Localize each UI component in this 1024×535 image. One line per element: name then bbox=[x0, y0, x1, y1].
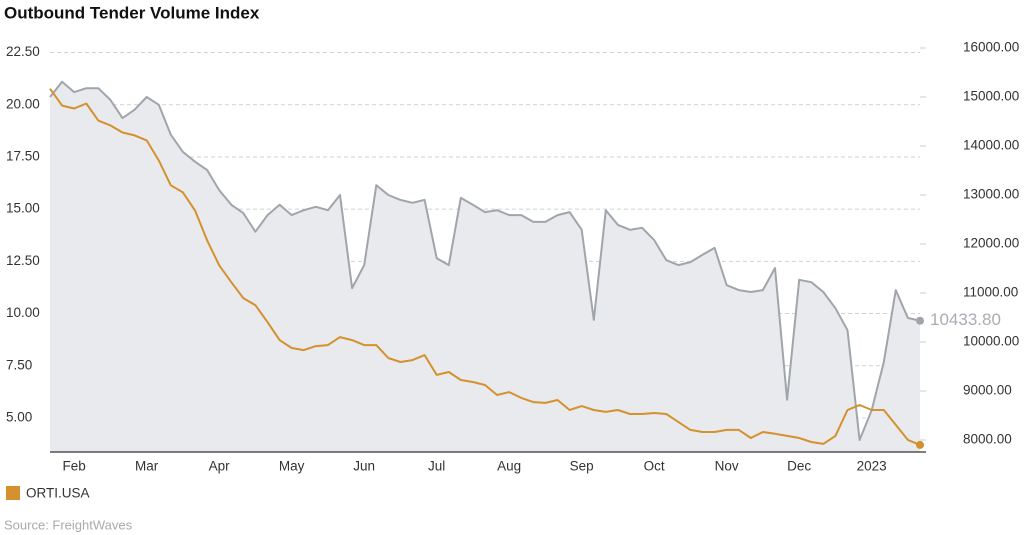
y2-tick-label: 9000.00 bbox=[963, 383, 1012, 398]
y2-tick-label: 12000.00 bbox=[963, 236, 1019, 251]
end-dot bbox=[916, 316, 924, 325]
x-tick-label: Feb bbox=[63, 459, 86, 474]
x-tick-label: Oct bbox=[644, 459, 665, 474]
line bbox=[49, 80, 921, 441]
y-tick-label: 22.50 bbox=[6, 44, 40, 59]
y-tick-label: 15.00 bbox=[6, 201, 40, 216]
x-tick-label: Jun bbox=[353, 459, 375, 474]
y2-tick-label: 16000.00 bbox=[963, 40, 1019, 55]
y-tick-label: 10.00 bbox=[6, 305, 40, 320]
x-tick-label: May bbox=[279, 459, 305, 474]
y-tick-label: 12.50 bbox=[6, 253, 40, 268]
legend-swatch bbox=[6, 486, 20, 500]
y2-tick-label: 10000.00 bbox=[963, 334, 1019, 349]
y2-tick-label: 13000.00 bbox=[963, 187, 1019, 202]
x-tick-label: Mar bbox=[135, 459, 159, 474]
line bbox=[49, 88, 921, 446]
x-tick-label: 2023 bbox=[857, 459, 887, 474]
y-tick-label: 5.00 bbox=[6, 410, 32, 425]
y2-tick-label: 11000.00 bbox=[963, 285, 1018, 300]
legend-label: ORTI.USA bbox=[26, 486, 90, 501]
x-tick-label: Aug bbox=[497, 459, 521, 474]
x-tick-label: Dec bbox=[787, 459, 811, 474]
y-tick-label: 20.00 bbox=[6, 96, 40, 111]
area bbox=[50, 81, 920, 453]
value-label: 10433.80 bbox=[930, 310, 1001, 329]
x-tick-label: Apr bbox=[209, 459, 231, 474]
x-tick-label: Sep bbox=[570, 459, 594, 474]
x-tick-label: Jul bbox=[428, 459, 445, 474]
chart-title: Outbound Tender Volume Index bbox=[4, 3, 260, 22]
y2-tick-label: 8000.00 bbox=[963, 432, 1012, 447]
y2-tick-label: 15000.00 bbox=[963, 89, 1019, 104]
end-dot bbox=[916, 440, 924, 449]
y-tick-label: 17.50 bbox=[6, 149, 40, 164]
x-tick-label: Nov bbox=[715, 459, 739, 474]
y2-tick-label: 14000.00 bbox=[963, 138, 1019, 153]
source: Source: FreightWaves bbox=[4, 517, 133, 532]
y-tick-label: 7.50 bbox=[6, 357, 32, 372]
